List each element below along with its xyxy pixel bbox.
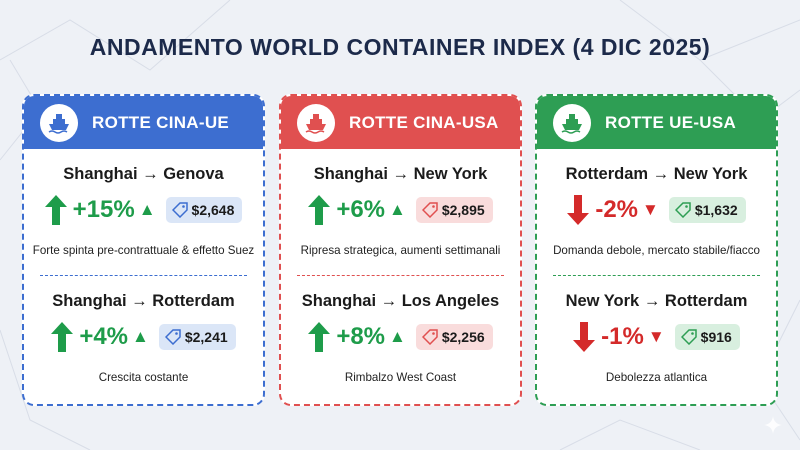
change-percent: +4% [79, 323, 129, 350]
route-note: Forte spinta pre-contrattuale & effetto … [32, 244, 255, 257]
route-name: Shanghai → Rotterdam [52, 292, 235, 310]
price-value: $2,895 [441, 202, 485, 218]
divider [297, 275, 504, 276]
card-header: ROTTE CINA-USA [281, 96, 520, 149]
price-tag: $2,241 [158, 324, 236, 350]
change-percent: -2% [595, 196, 639, 223]
card-header: ROTTE CINA-UE [24, 96, 263, 149]
route-new-york-rotterdam: New York → Rotterdam -1% ▼ $916 Debolezz… [537, 276, 776, 402]
card-header: ROTTE UE-USA [537, 96, 776, 149]
triangle-up-icon: ▲ [389, 200, 406, 219]
page-title: ANDAMENTO WORLD CONTAINER INDEX (4 DIC 2… [89, 34, 711, 60]
route-note: Rimbalzo West Coast [344, 371, 457, 384]
ship-icon [297, 103, 335, 142]
route-note: Debolezza atlantica [605, 371, 708, 384]
triangle-up-icon: ▲ [132, 327, 149, 346]
price-value: $2,241 [184, 329, 228, 345]
route-shanghai-rotterdam: Shanghai → Rotterdam +4% ▲ $2,241 Cresci… [24, 276, 263, 402]
price-value: $2,648 [191, 202, 235, 218]
card-cina-ue: ROTTE CINA-UE Shanghai → Genova +15% ▲ $… [22, 94, 265, 406]
route-metric: +4% ▲ $2,241 [24, 322, 263, 352]
route-name: Shanghai → Los Angeles [301, 292, 500, 310]
route-metric: +15% ▲ $2,648 [24, 195, 263, 225]
arrow-down-icon [567, 195, 590, 225]
price-tag: $1,632 [668, 197, 746, 223]
triangle-up-icon: ▲ [389, 327, 406, 346]
card-ue-usa: ROTTE UE-USA Rotterdam → New York -2% ▼ … [535, 94, 778, 406]
price-tag: $2,256 [415, 324, 493, 350]
ship-icon [40, 103, 78, 142]
card-cina-usa: ROTTE CINA-USA Shanghai → New York +6% ▲… [279, 94, 522, 406]
arrow-up-icon [44, 195, 67, 225]
arrow-up-icon [51, 322, 74, 352]
price-value: $2,256 [441, 329, 485, 345]
tag-icon [164, 329, 181, 345]
route-metric: -2% ▼ $1,632 [537, 195, 776, 225]
triangle-down-icon: ▼ [647, 327, 665, 346]
route-note: Crescita costante [98, 371, 189, 384]
card-title: ROTTE UE-USA [605, 112, 737, 132]
change-percent: +6% [336, 196, 386, 223]
route-name: New York → Rotterdam [565, 292, 748, 310]
sparkle-icon [764, 416, 782, 434]
price-tag: $916 [674, 324, 740, 350]
route-name: Shanghai → Genova [63, 165, 224, 183]
route-note: Ripresa strategica, aumenti settimanali [300, 244, 501, 257]
tag-icon [421, 329, 438, 345]
arrow-up-icon [308, 195, 331, 225]
card-title: ROTTE CINA-USA [349, 112, 499, 132]
route-metric: -1% ▼ $916 [537, 322, 776, 352]
arrow-up-icon [308, 322, 331, 352]
route-name: Shanghai → New York [313, 165, 488, 183]
price-tag: $2,895 [415, 197, 493, 223]
route-note: Domanda debole, mercato stabile/fiacco [553, 244, 760, 257]
price-value: $1,632 [694, 202, 738, 218]
divider [553, 275, 760, 276]
change-percent: -1% [601, 323, 644, 350]
tag-icon [171, 202, 188, 218]
triangle-up-icon: ▲ [138, 200, 156, 219]
route-shanghai-genova: Shanghai → Genova +15% ▲ $2,648 Forte sp… [24, 149, 263, 275]
price-value: $916 [700, 329, 732, 345]
route-metric: +6% ▲ $2,895 [281, 195, 520, 225]
price-tag: $2,648 [165, 197, 243, 223]
card-title: ROTTE CINA-UE [92, 112, 230, 132]
tag-icon [680, 329, 697, 345]
ship-icon [553, 103, 591, 142]
route-shanghai-new-york: Shanghai → New York +6% ▲ $2,895 Ripresa… [281, 149, 520, 275]
tag-icon [674, 202, 691, 218]
change-percent: +15% [72, 196, 135, 223]
arrow-down-icon [573, 322, 596, 352]
triangle-down-icon: ▼ [642, 200, 659, 219]
route-metric: +8% ▲ $2,256 [281, 322, 520, 352]
route-rotterdam-new-york: Rotterdam → New York -2% ▼ $1,632 Domand… [537, 149, 776, 275]
divider [40, 275, 247, 276]
change-percent: +8% [336, 323, 386, 350]
route-shanghai-los-angeles: Shanghai → Los Angeles +8% ▲ $2,256 Rimb… [281, 276, 520, 402]
tag-icon [421, 202, 438, 218]
route-name: Rotterdam → New York [565, 165, 748, 183]
